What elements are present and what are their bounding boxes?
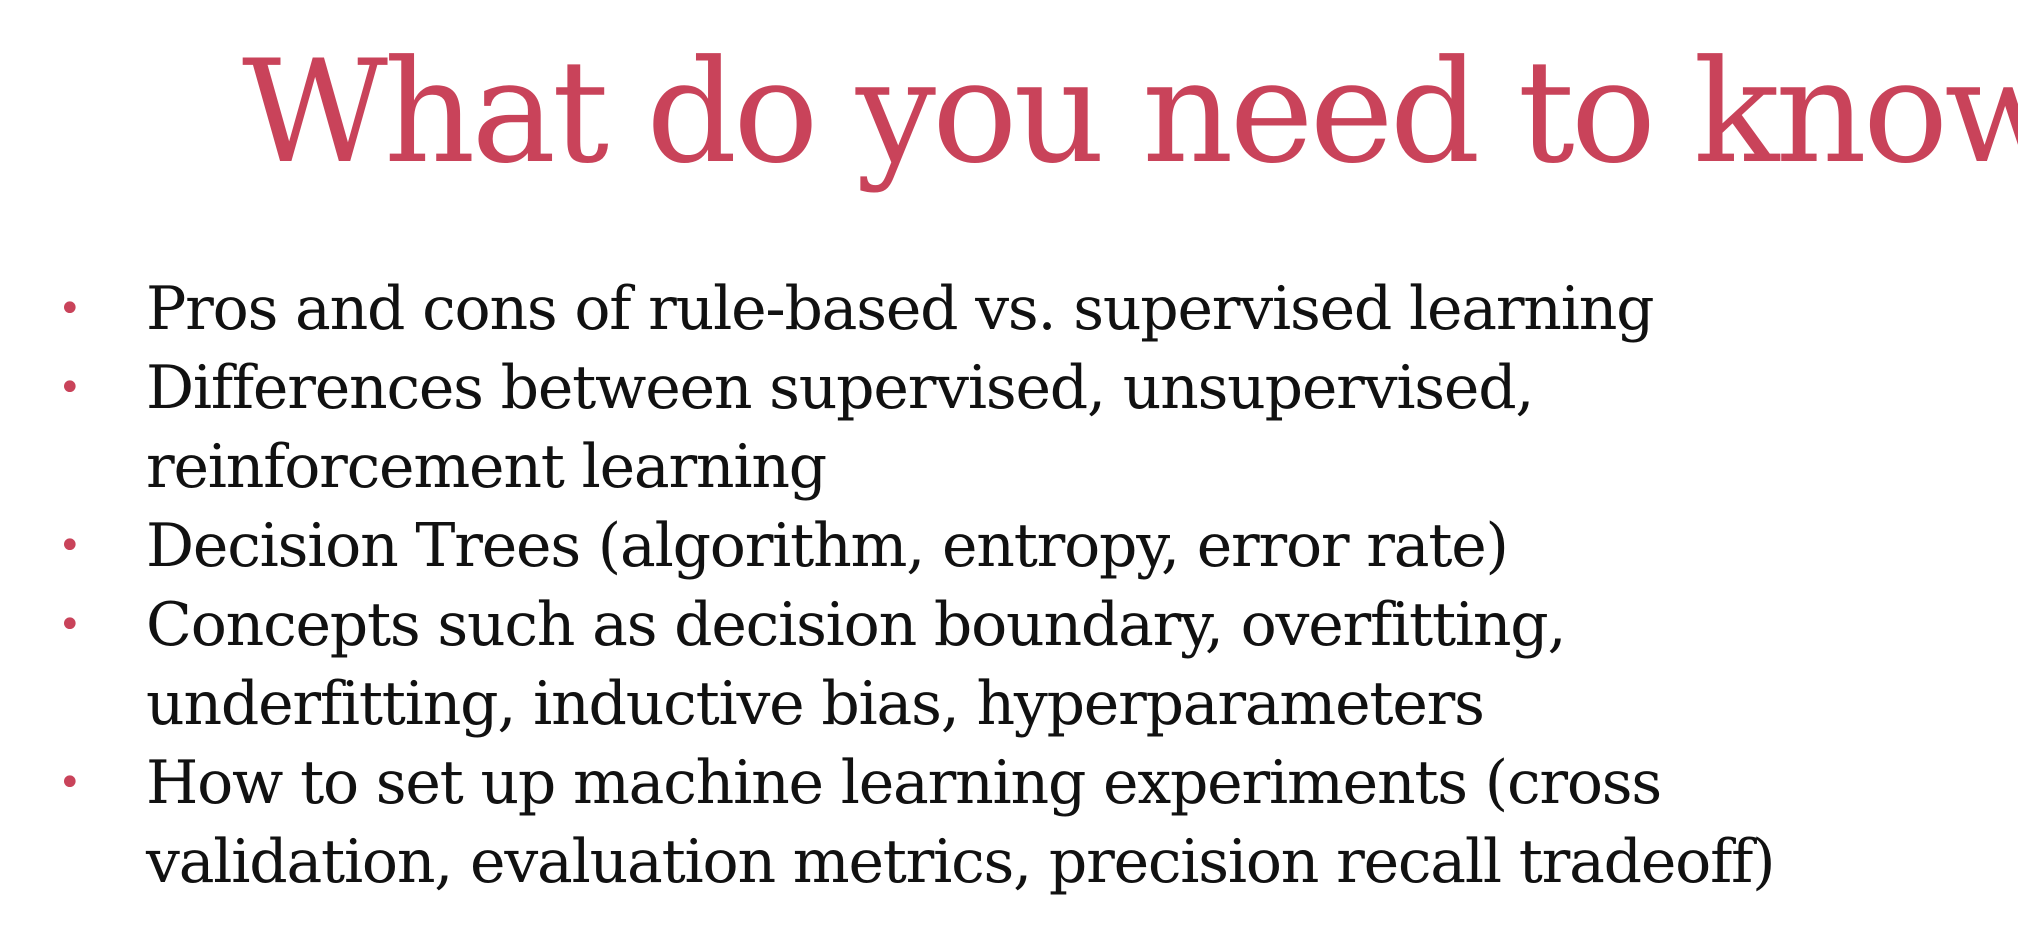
bullet-item: • Decision Trees (algorithm, entropy, er… [58, 507, 1958, 586]
bullet-icon: • [58, 523, 82, 569]
bullet-icon: • [58, 286, 82, 332]
bullet-item: • Concepts such as decision boundary, ov… [58, 586, 1958, 744]
bullet-text: Pros and cons of rule-based vs. supervis… [146, 270, 1655, 349]
bullet-item: • How to set up machine learning experim… [58, 744, 1958, 902]
bullet-text: Decision Trees (algorithm, entropy, erro… [146, 507, 1509, 586]
bullet-icon: • [58, 760, 82, 806]
bullet-item: • Differences between supervised, unsupe… [58, 349, 1958, 507]
bullet-icon: • [58, 602, 82, 648]
bullet-line: Pros and cons of rule-based vs. supervis… [146, 274, 1655, 344]
bullet-line: reinforcement learning [146, 432, 827, 502]
bullet-text: Differences between supervised, unsuperv… [146, 349, 1534, 507]
bullet-text: Concepts such as decision boundary, over… [146, 586, 1567, 744]
bullet-line: Decision Trees (algorithm, entropy, erro… [146, 511, 1509, 581]
bullet-line: How to set up machine learning experimen… [146, 748, 1662, 818]
bullet-line: Differences between supervised, unsuperv… [146, 353, 1534, 423]
slide-title: What do you need to know [242, 30, 2018, 195]
bullet-icon: • [58, 365, 82, 411]
bullet-line: Concepts such as decision boundary, over… [146, 590, 1567, 660]
bullet-item: • Pros and cons of rule-based vs. superv… [58, 270, 1958, 349]
bullet-line: validation, evaluation metrics, precisio… [146, 827, 1776, 897]
bullet-line: underfitting, inductive bias, hyperparam… [146, 669, 1485, 739]
bullet-list: • Pros and cons of rule-based vs. superv… [58, 270, 1958, 902]
bullet-text: How to set up machine learning experimen… [146, 744, 1776, 902]
